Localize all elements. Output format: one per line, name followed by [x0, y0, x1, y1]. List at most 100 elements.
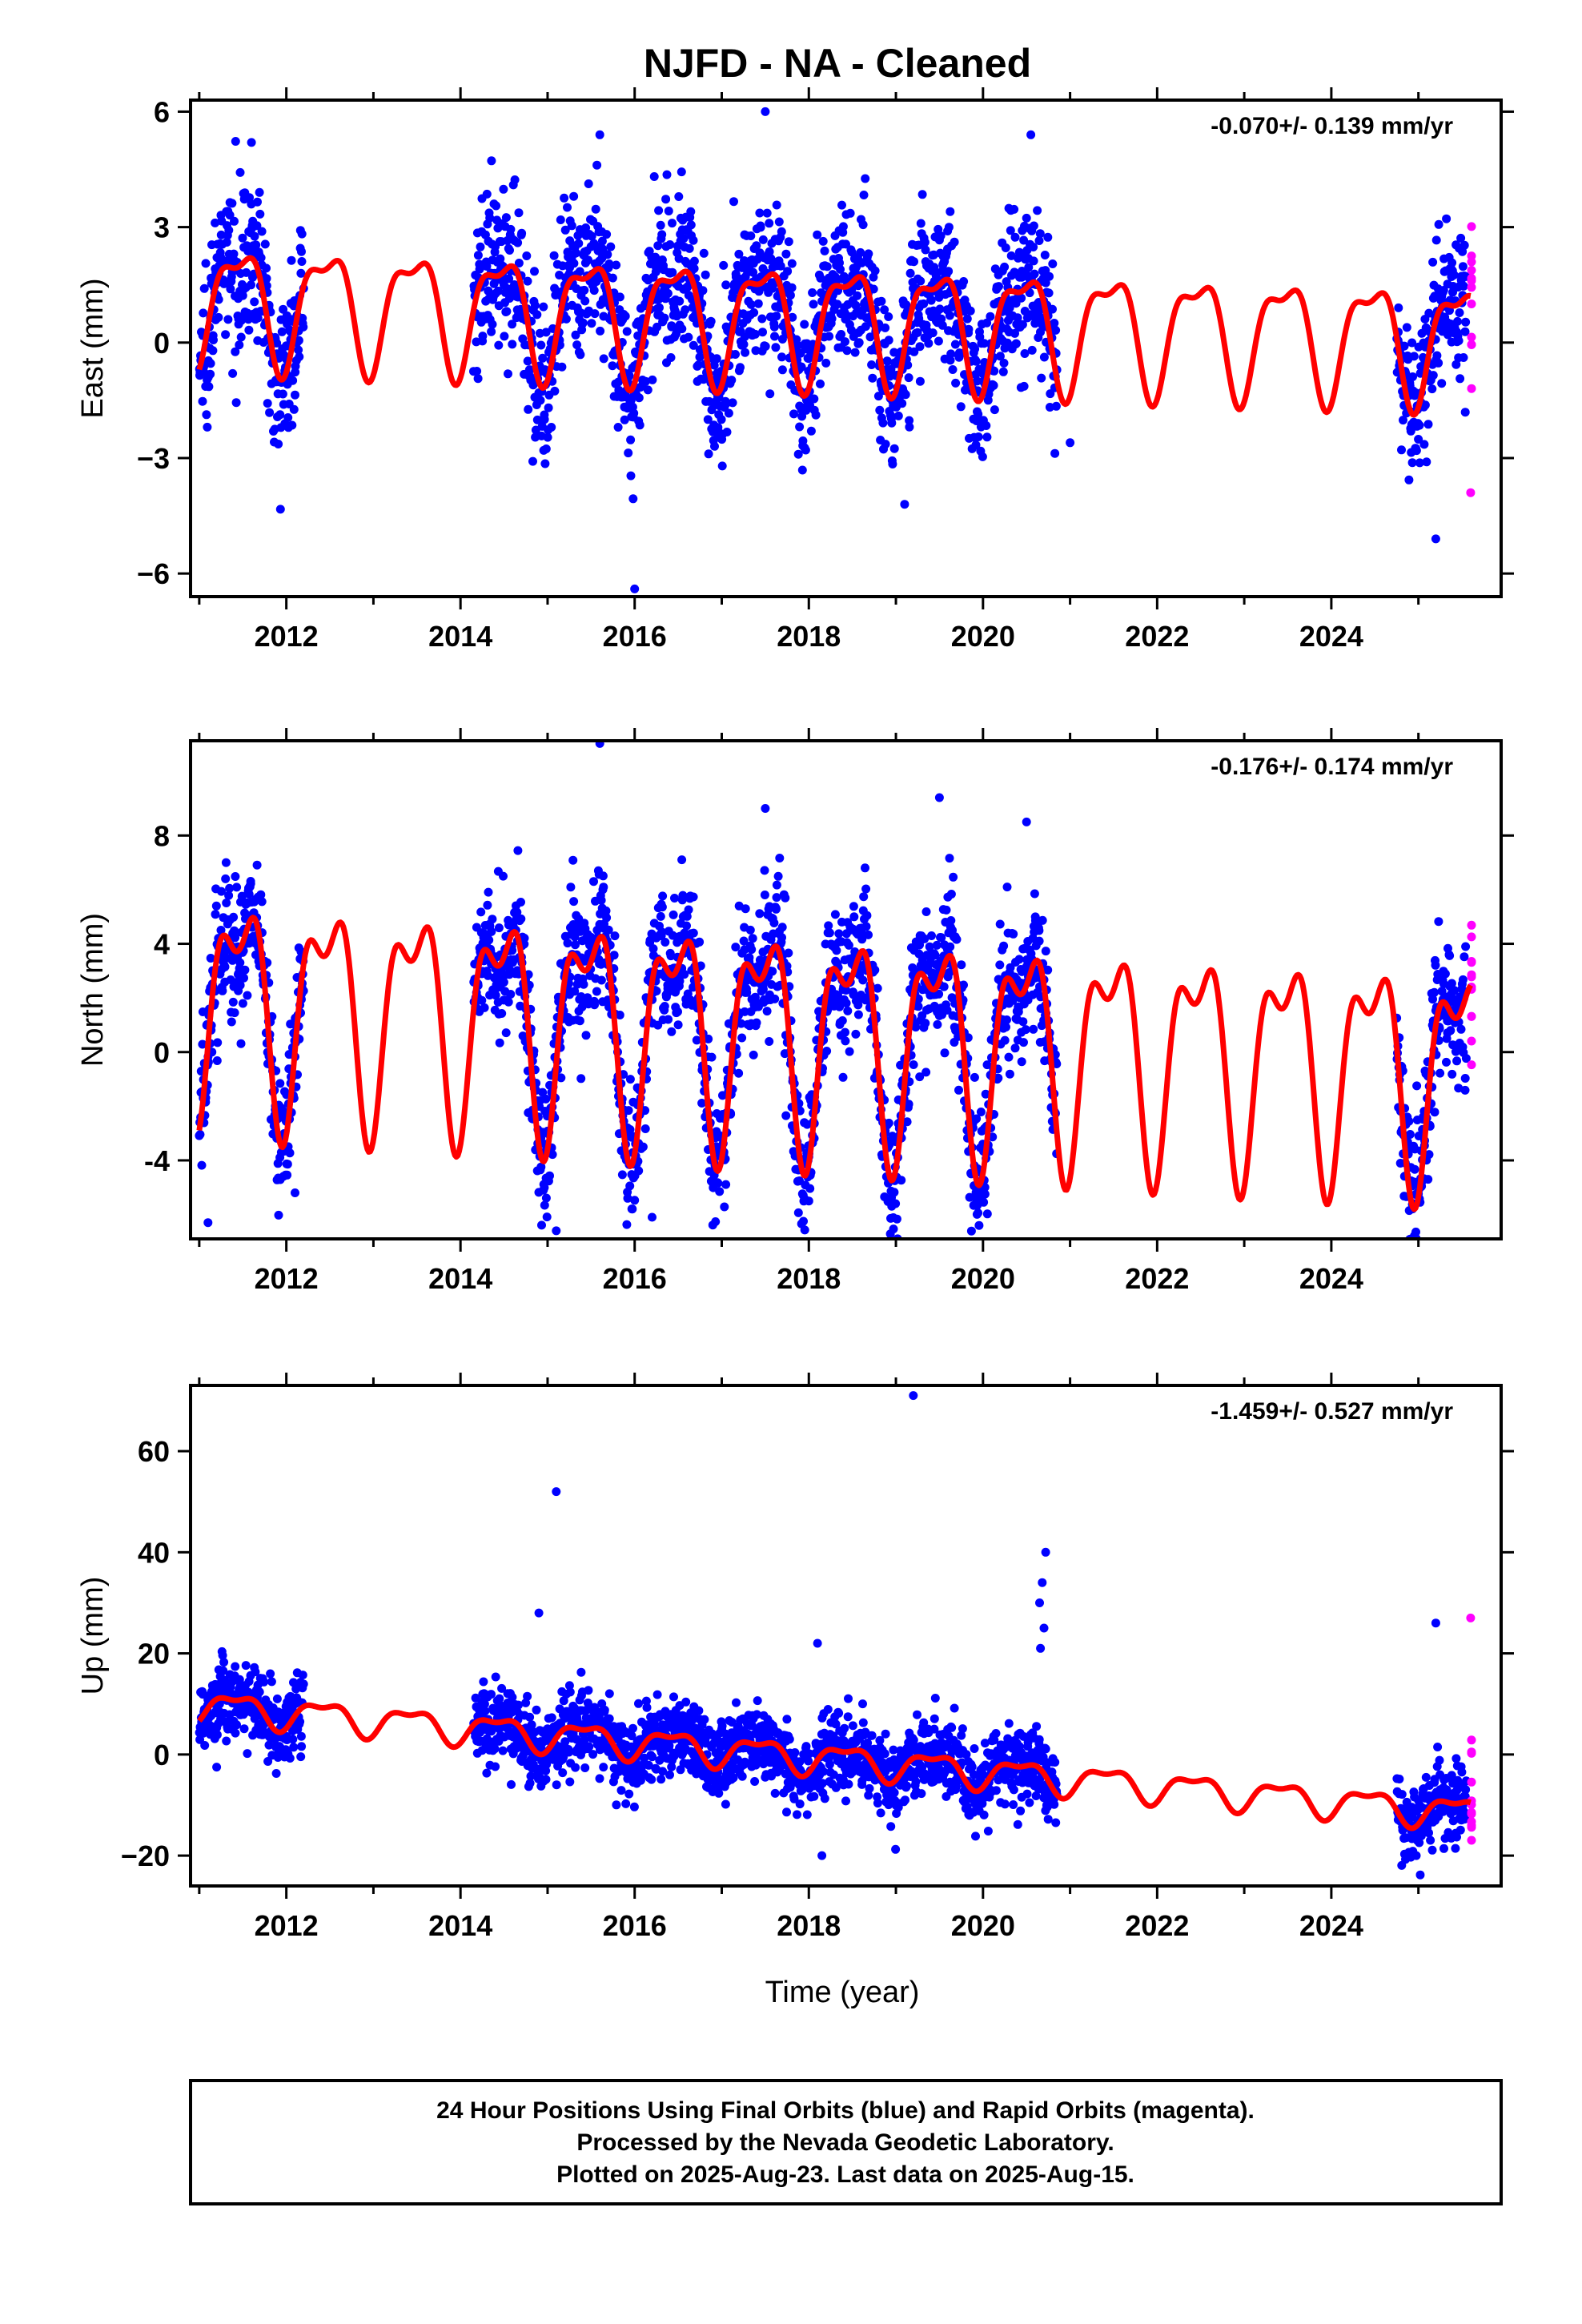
north-final-point — [939, 982, 949, 991]
north-final-point — [569, 897, 579, 907]
east-final-point — [523, 276, 532, 286]
north-final-point — [664, 1015, 673, 1024]
east-final-point — [275, 410, 285, 420]
east-final-point — [873, 392, 883, 401]
east-final-point — [758, 328, 767, 337]
east-final-point — [734, 249, 744, 259]
north-x-tick-label: 2012 — [255, 1262, 319, 1295]
north-frame — [189, 739, 1503, 1240]
north-final-point — [622, 1220, 632, 1229]
east-final-point — [595, 130, 604, 139]
east-final-point — [772, 200, 781, 210]
east-final-point — [797, 465, 807, 475]
east-final-point — [488, 320, 497, 329]
north-rapid-point — [1467, 920, 1476, 930]
east-final-point — [701, 270, 710, 279]
north-final-point — [1009, 929, 1018, 939]
east-final-point — [661, 195, 671, 204]
north-final-point — [488, 915, 497, 924]
east-final-point — [550, 283, 560, 293]
north-final-point — [731, 943, 741, 952]
east-final-point — [654, 206, 664, 215]
east-final-point — [905, 268, 915, 278]
east-final-point — [777, 365, 787, 375]
east-final-point — [574, 239, 584, 248]
east-final-point — [660, 313, 669, 323]
east-final-point — [1409, 352, 1419, 361]
north-final-point — [734, 1068, 744, 1078]
north-final-point — [1010, 1043, 1020, 1053]
north-final-point — [1034, 926, 1044, 935]
east-final-point — [653, 241, 663, 251]
up-final-point — [552, 1780, 561, 1790]
east-x-tick-label: 2020 — [951, 620, 1015, 653]
east-final-point — [989, 380, 998, 390]
east-final-point — [663, 288, 673, 298]
east-final-point — [777, 352, 786, 362]
east-final-point — [224, 226, 234, 235]
east-final-point — [816, 379, 825, 388]
east-final-point — [1453, 316, 1462, 326]
east-final-point — [1422, 457, 1431, 467]
north-final-point — [775, 854, 785, 862]
east-final-point — [203, 422, 212, 432]
north-final-point — [640, 1124, 650, 1133]
east-final-point — [851, 300, 861, 310]
north-final-point — [274, 1210, 283, 1220]
east-final-point — [221, 330, 231, 340]
north-final-point — [657, 927, 667, 937]
east-final-point — [536, 340, 546, 350]
east-final-point — [238, 291, 247, 300]
east-final-point — [750, 329, 760, 339]
east-final-point — [867, 360, 877, 369]
up-final-point — [525, 1712, 535, 1722]
east-final-point — [291, 390, 299, 400]
north-final-point — [601, 906, 611, 915]
east-final-point — [1034, 236, 1044, 245]
east-final-point — [789, 409, 798, 419]
east-final-point — [962, 314, 972, 324]
north-final-point — [1043, 965, 1053, 975]
north-final-point — [1019, 1038, 1028, 1047]
east-x-tick-label: 2014 — [428, 620, 492, 653]
east-final-point — [990, 405, 999, 415]
up-final-point — [497, 1683, 507, 1693]
east-x-tick-label: 2022 — [1125, 620, 1189, 653]
north-final-point — [484, 887, 493, 897]
north-final-point — [934, 793, 944, 802]
up-final-point — [532, 1705, 541, 1715]
east-final-point — [685, 243, 694, 253]
north-final-point — [920, 934, 930, 943]
up-final-point — [288, 1735, 298, 1744]
north-final-point — [889, 1188, 899, 1197]
east-final-point — [950, 340, 960, 349]
east-final-point — [651, 252, 661, 262]
north-final-point — [575, 1016, 584, 1026]
up-final-point — [490, 1744, 500, 1754]
east-final-point — [1428, 257, 1438, 267]
north-final-point — [236, 1039, 246, 1048]
north-final-point — [230, 1008, 239, 1018]
north-final-point — [678, 891, 688, 900]
east-final-point — [986, 312, 995, 321]
east-final-point — [797, 362, 806, 372]
east-final-point — [514, 259, 524, 267]
north-final-point — [1405, 1130, 1415, 1139]
east-final-point — [539, 302, 548, 312]
north-final-point — [995, 919, 1005, 929]
up-final-point — [599, 1763, 608, 1772]
east-final-point — [878, 418, 888, 428]
east-final-point — [608, 361, 617, 371]
east-final-point — [864, 249, 873, 259]
north-final-point — [737, 1033, 747, 1043]
north-final-point — [982, 1209, 992, 1219]
north-final-point — [221, 874, 231, 883]
east-final-point — [502, 307, 512, 316]
north-final-point — [596, 895, 606, 905]
east-final-point — [901, 300, 911, 310]
east-final-point — [841, 239, 850, 249]
east-final-point — [199, 308, 208, 318]
east-final-point — [597, 236, 607, 246]
north-final-point — [689, 928, 698, 938]
east-final-point — [235, 340, 244, 350]
